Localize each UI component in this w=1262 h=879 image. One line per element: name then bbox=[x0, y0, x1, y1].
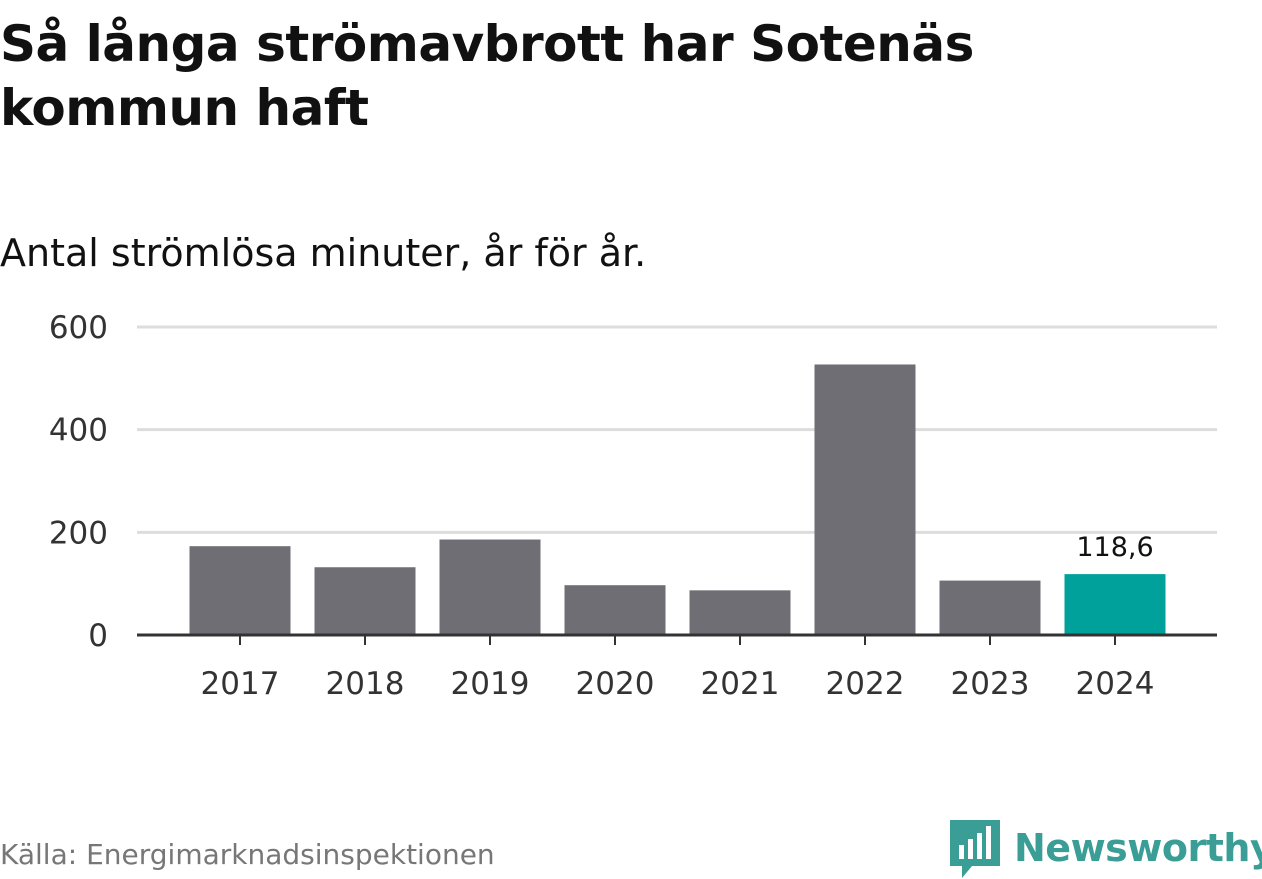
x-tick-label-2018: 2018 bbox=[326, 666, 405, 702]
x-tick-label-2017: 2017 bbox=[201, 666, 280, 702]
x-tick-label-2019: 2019 bbox=[451, 666, 530, 702]
bar-2021 bbox=[689, 590, 791, 635]
x-tick-label-2021: 2021 bbox=[701, 666, 780, 702]
bar-2024 bbox=[1064, 574, 1166, 635]
brand-name: Newsworthy bbox=[1014, 826, 1262, 870]
y-tick-label-0: 0 bbox=[88, 618, 108, 654]
bar-2018 bbox=[314, 567, 416, 635]
chart-subtitle: Antal strömlösa minuter, år för år. bbox=[0, 231, 647, 275]
x-tick-label-2024: 2024 bbox=[1076, 666, 1155, 702]
x-tick-label-2022: 2022 bbox=[826, 666, 905, 702]
x-tick-label-2020: 2020 bbox=[576, 666, 655, 702]
bar-2019 bbox=[439, 539, 541, 635]
bar-chart: 0 200 400 600 2017 2018 2019 2020 2021 2022 2023 20… bbox=[49, 310, 1217, 702]
newsworthy-logo-icon bbox=[950, 820, 1000, 878]
source-note: Källa: Energimarknadsinspektionen bbox=[0, 838, 495, 871]
bar-2017 bbox=[189, 546, 291, 635]
y-tick-label-400: 400 bbox=[49, 413, 108, 449]
y-tick-label-200: 200 bbox=[49, 515, 108, 551]
bar-2023 bbox=[939, 580, 1041, 635]
bar-2022 bbox=[814, 364, 916, 635]
x-tick-label-2023: 2023 bbox=[951, 666, 1030, 702]
brand-logo: Newsworthy bbox=[950, 818, 1262, 878]
data-label-2024: 118,6 bbox=[1076, 532, 1153, 563]
bar-2020 bbox=[564, 585, 666, 635]
chart-title: Så långa strömavbrott har Sotenäs kommun… bbox=[0, 15, 974, 137]
y-tick-label-600: 600 bbox=[49, 310, 108, 346]
